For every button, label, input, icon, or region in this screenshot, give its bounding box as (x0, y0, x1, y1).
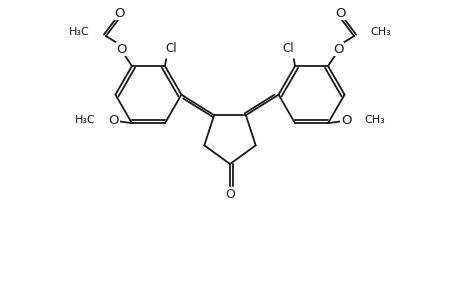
Text: Cl: Cl (166, 42, 177, 55)
Text: O: O (117, 43, 127, 56)
Text: O: O (224, 188, 235, 202)
Text: Cl: Cl (282, 42, 293, 55)
Text: H₃C: H₃C (69, 27, 90, 37)
Text: O: O (334, 7, 345, 20)
Text: H₃C: H₃C (75, 115, 96, 125)
Text: O: O (332, 43, 342, 56)
Text: CH₃: CH₃ (369, 27, 390, 37)
Text: O: O (114, 7, 125, 20)
Text: O: O (340, 114, 351, 127)
Text: O: O (108, 114, 119, 127)
Text: CH₃: CH₃ (363, 115, 384, 125)
